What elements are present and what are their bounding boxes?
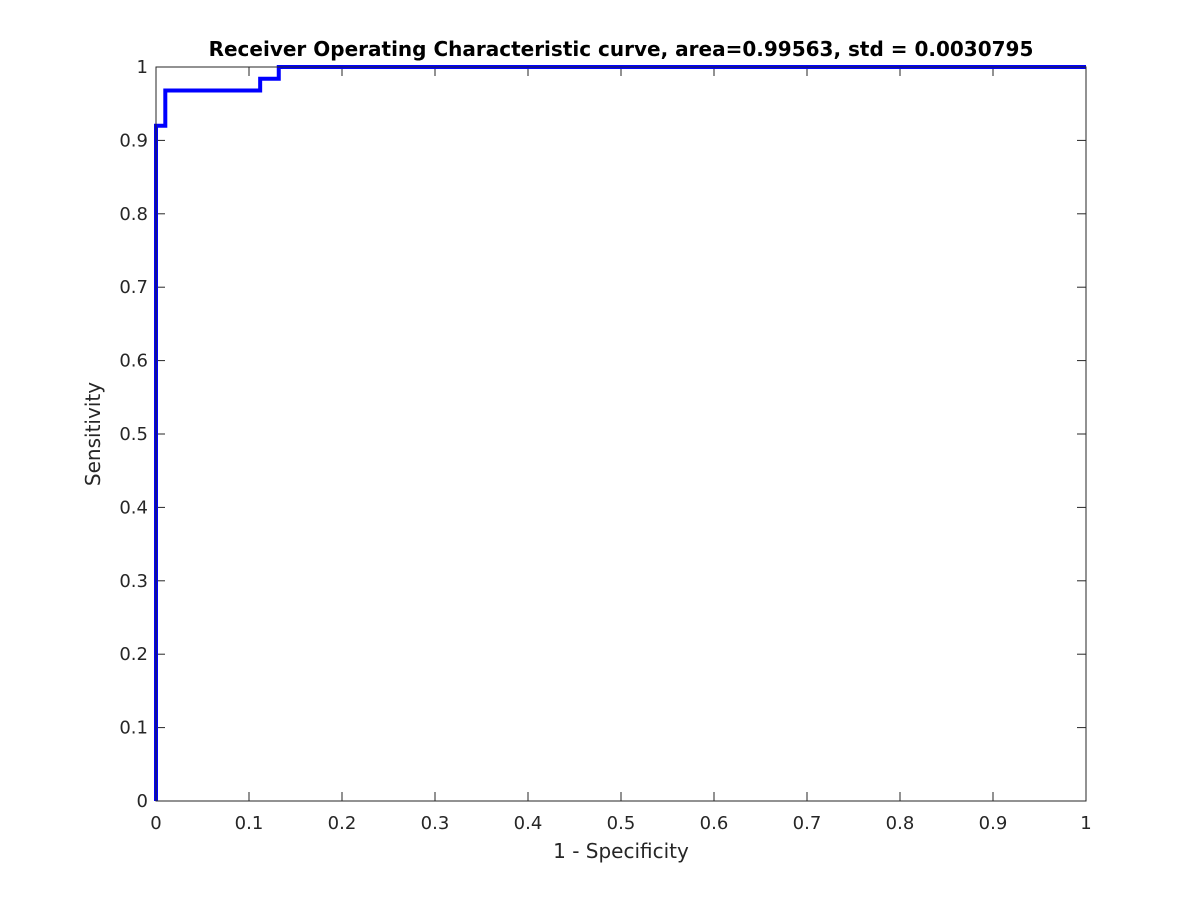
x-tick-label: 0.4	[514, 813, 543, 834]
y-tick-label: 0.1	[119, 718, 148, 739]
y-tick-label: 0.4	[119, 497, 148, 518]
x-tick-label: 0.2	[328, 813, 357, 834]
y-axis-label: Sensitivity	[81, 382, 105, 486]
x-tick-label: 0.7	[793, 813, 822, 834]
plot-frame	[155, 66, 1087, 802]
y-tick-label: 0.2	[119, 644, 148, 665]
y-tick-label: 0.8	[119, 204, 148, 225]
x-tick-label: 0.5	[607, 813, 636, 834]
x-tick-label: 0	[150, 813, 161, 834]
x-tick-label: 0.3	[421, 813, 450, 834]
x-tick-label: 0.9	[979, 813, 1008, 834]
y-tick-label: 0.6	[119, 351, 148, 372]
y-tick-label: 0.7	[119, 277, 148, 298]
tick-labels-layer: 0 0.1 0.2 0.3 0.4 0.5 0.6 0.7 0.8 0.9 1 0 0.1 0.2 0.3 0…	[119, 57, 1091, 834]
x-tick-label: 0.6	[700, 813, 729, 834]
chart-title: Receiver Operating Characteristic curve,…	[209, 37, 1034, 61]
x-tick-label: 0.8	[886, 813, 915, 834]
x-axis-label: 1 - Specificity	[553, 839, 689, 863]
roc-curve-line	[154, 65, 1086, 801]
x-tick-label: 1	[1080, 813, 1091, 834]
y-tick-label: 0.5	[119, 424, 148, 445]
series-layer	[154, 65, 1086, 801]
plot-area	[156, 67, 1086, 801]
y-tick-label: 0.3	[119, 571, 148, 592]
y-tick-label: 0.9	[119, 130, 148, 151]
y-tick-label: 1	[137, 57, 148, 78]
x-tick-label: 0.1	[235, 813, 264, 834]
y-tick-label: 0	[137, 791, 148, 812]
